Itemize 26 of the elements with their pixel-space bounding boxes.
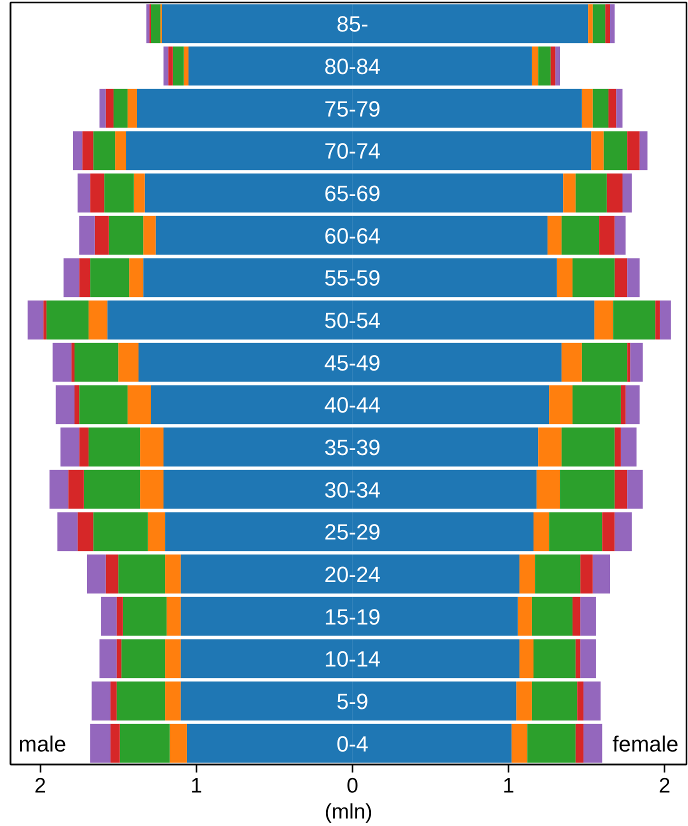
y-tick-label: 85- [336, 12, 368, 37]
y-tick-label: 65-69 [324, 181, 381, 206]
y-tick-label: 10-14 [324, 646, 381, 672]
y-tick-label: 40-44 [324, 392, 381, 418]
annotation: female [612, 732, 679, 756]
x-tick-label: 1 [190, 774, 202, 798]
x-tick-label: 2 [34, 774, 46, 798]
y-tick-label: 0-4 [336, 731, 368, 756]
y-tick-label: 35-39 [324, 435, 381, 460]
x-tick-label: 0 [346, 774, 358, 798]
x-tick-label: 1 [502, 774, 514, 798]
y-tick-label: 55-59 [324, 266, 381, 291]
y-tick-label: 60-64 [324, 223, 381, 248]
y-tick-label: 70-74 [324, 138, 381, 164]
x-tick-label: 2 [658, 774, 670, 798]
y-tick-label: 50-54 [324, 308, 381, 333]
y-tick-label: 80-84 [324, 54, 381, 79]
y-tick-label: 45-49 [324, 350, 381, 376]
y-tick-label: 25-29 [324, 520, 381, 545]
y-tick-label: 75-79 [324, 96, 381, 122]
y-tick-label: 30-34 [324, 477, 381, 502]
x-axis-title: (mln) [324, 800, 372, 824]
annotation: male [18, 732, 66, 756]
y-tick-label: 5-9 [336, 689, 368, 714]
y-tick-label: 15-19 [324, 604, 381, 630]
y-tick-label: 20-24 [324, 562, 381, 587]
